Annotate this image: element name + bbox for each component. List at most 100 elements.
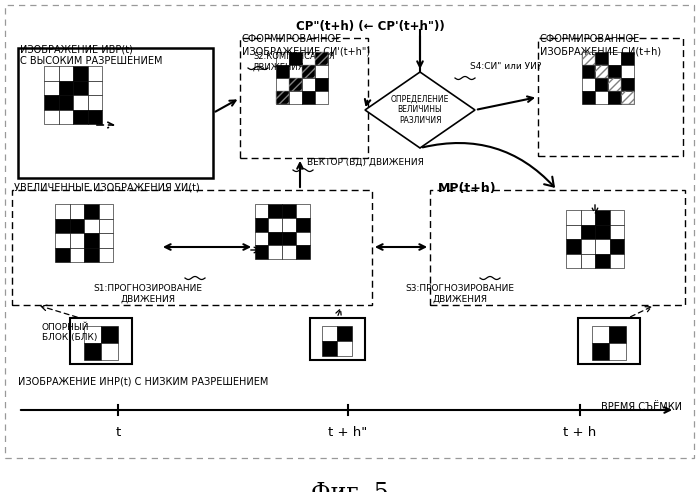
Text: ОПОРНЫЙ
БЛОК (БЛК): ОПОРНЫЙ БЛОК (БЛК) (42, 323, 97, 342)
Bar (289, 91, 302, 104)
Bar (73, 95, 87, 110)
Bar (595, 210, 610, 224)
Bar (69, 247, 84, 262)
Bar (310, 318, 365, 360)
Text: ИЗОБРАЖЕНИЕ ИНР(t) С НИЗКИМ РАЗРЕШЕНИЕМ: ИЗОБРАЖЕНИЕ ИНР(t) С НИЗКИМ РАЗРЕШЕНИЕМ (18, 376, 268, 386)
Bar (608, 91, 621, 104)
Bar (99, 247, 113, 262)
Text: УВЕЛИЧЕННЫЕ ИЗОБРАЖЕНИЯ УИ(t): УВЕЛИЧЕННЫЕ ИЗОБРАЖЕНИЯ УИ(t) (14, 183, 200, 193)
Bar (430, 190, 685, 305)
Bar (84, 343, 101, 360)
Bar (99, 233, 113, 247)
Text: t + h: t + h (563, 426, 597, 439)
Bar (55, 218, 69, 233)
Bar (84, 233, 99, 247)
Bar (59, 81, 73, 95)
Text: СФОРМИРОВАННОЕ
ИЗОБРАЖЕНИЕ СИ(t+h): СФОРМИРОВАННОЕ ИЗОБРАЖЕНИЕ СИ(t+h) (540, 34, 661, 57)
Bar (592, 343, 609, 360)
Bar (566, 224, 580, 239)
Bar (595, 52, 608, 65)
Bar (315, 52, 328, 65)
Bar (580, 210, 595, 224)
Bar (595, 78, 608, 91)
Bar (610, 224, 624, 239)
Bar (268, 232, 282, 245)
Bar (99, 204, 113, 218)
Bar (315, 65, 328, 78)
Bar (282, 232, 296, 245)
Text: S3:ПРОГНОЗИРОВАНИЕ
ДВИЖЕНИЯ: S3:ПРОГНОЗИРОВАНИЕ ДВИЖЕНИЯ (405, 284, 514, 304)
Bar (55, 247, 69, 262)
Bar (608, 65, 621, 78)
Bar (84, 204, 99, 218)
Bar (610, 210, 624, 224)
Text: S2:КОМПЕНСАЦИЯ
ДВИЖЕНИЯ: S2:КОМПЕНСАЦИЯ ДВИЖЕНИЯ (253, 52, 335, 71)
Bar (268, 204, 282, 218)
Bar (18, 48, 213, 178)
Text: СФОРМИРОВАННОЕ
ИЗОБРАЖЕНИЕ СИ'(t+h"): СФОРМИРОВАННОЕ ИЗОБРАЖЕНИЕ СИ'(t+h") (242, 34, 370, 57)
FancyArrowPatch shape (423, 143, 554, 186)
Bar (580, 224, 595, 239)
Bar (87, 110, 102, 124)
Bar (296, 204, 310, 218)
Bar (621, 91, 634, 104)
Text: ВРЕМЯ СЪЁМКИ: ВРЕМЯ СЪЁМКИ (601, 402, 682, 412)
Bar (268, 218, 282, 232)
Text: S1:ПРОГНОЗИРОВАНИЕ
ДВИЖЕНИЯ: S1:ПРОГНОЗИРОВАНИЕ ДВИЖЕНИЯ (94, 284, 203, 304)
Bar (621, 78, 634, 91)
Bar (276, 65, 289, 78)
Polygon shape (365, 72, 475, 148)
Bar (322, 341, 337, 356)
Bar (566, 253, 580, 268)
Bar (580, 239, 595, 253)
Bar (44, 95, 59, 110)
Text: ВЕКТОР (ВД) ДВИЖЕНИЯ: ВЕКТОР (ВД) ДВИЖЕНИЯ (307, 158, 424, 167)
Bar (12, 190, 372, 305)
Bar (44, 110, 59, 124)
Bar (59, 66, 73, 81)
Bar (276, 78, 289, 91)
Bar (289, 65, 302, 78)
Text: MP(t+h): MP(t+h) (438, 182, 496, 195)
Bar (84, 218, 99, 233)
Bar (254, 245, 268, 259)
Bar (282, 218, 296, 232)
Bar (289, 52, 302, 65)
Bar (578, 318, 640, 364)
Bar (87, 66, 102, 81)
Text: t + h": t + h" (329, 426, 368, 439)
Bar (621, 91, 634, 104)
Bar (595, 253, 610, 268)
Bar (44, 66, 59, 81)
Bar (315, 52, 328, 65)
Bar (595, 65, 608, 78)
Bar (566, 239, 580, 253)
Bar (99, 218, 113, 233)
Bar (69, 204, 84, 218)
Bar (70, 318, 132, 364)
Bar (282, 245, 296, 259)
Bar (337, 341, 352, 356)
Bar (595, 224, 610, 239)
Text: Фиг. 5: Фиг. 5 (310, 482, 389, 492)
Bar (289, 78, 302, 91)
Bar (73, 81, 87, 95)
Text: CP"(t+h) (← CP'(t+h")): CP"(t+h) (← CP'(t+h")) (296, 20, 445, 33)
Bar (69, 218, 84, 233)
Bar (610, 239, 624, 253)
Bar (268, 245, 282, 259)
Bar (315, 78, 328, 91)
Bar (44, 81, 59, 95)
Bar (282, 204, 296, 218)
Bar (315, 91, 328, 104)
Text: ИЗОБРАЖЕНИЕ ИВР(t)
С ВЫСОКИМ РАЗРЕШЕНИЕМ: ИЗОБРАЖЕНИЕ ИВР(t) С ВЫСОКИМ РАЗРЕШЕНИЕМ (20, 44, 162, 66)
Bar (609, 343, 626, 360)
Bar (609, 326, 626, 343)
Bar (302, 65, 315, 78)
Bar (254, 218, 268, 232)
Bar (610, 253, 624, 268)
Bar (101, 343, 118, 360)
Text: S4:СИ" или УИ?: S4:СИ" или УИ? (470, 62, 542, 71)
Bar (84, 326, 101, 343)
Bar (302, 52, 315, 65)
